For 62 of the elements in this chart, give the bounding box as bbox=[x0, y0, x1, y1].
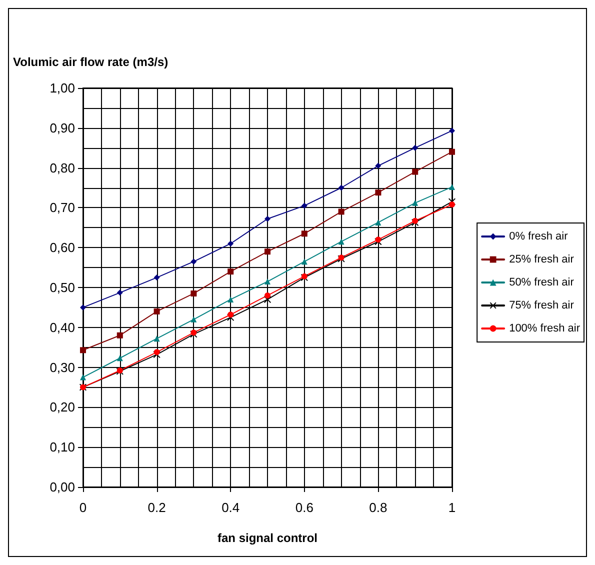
point bbox=[228, 296, 234, 302]
point bbox=[301, 202, 308, 209]
point bbox=[412, 168, 418, 175]
point bbox=[449, 184, 455, 190]
point bbox=[264, 216, 270, 222]
point bbox=[190, 316, 197, 322]
point bbox=[338, 238, 344, 245]
point bbox=[190, 258, 197, 265]
y-tick-label: 1,00 bbox=[50, 80, 75, 96]
point bbox=[412, 200, 418, 206]
point bbox=[228, 268, 234, 275]
x-tick-label: 1 bbox=[448, 500, 456, 515]
point bbox=[301, 258, 308, 265]
legend-label: 0% fresh air bbox=[509, 230, 568, 242]
point bbox=[154, 274, 160, 281]
y-tick-label: 0,60 bbox=[50, 240, 75, 256]
y-tick-label: 0,10 bbox=[50, 440, 75, 455]
legend-label: 25% fresh air bbox=[509, 254, 574, 266]
point bbox=[154, 349, 160, 356]
point bbox=[264, 278, 270, 285]
legend-label: 100% fresh air bbox=[509, 322, 580, 334]
point bbox=[154, 308, 160, 314]
point bbox=[449, 148, 455, 155]
point bbox=[338, 208, 344, 215]
point bbox=[338, 184, 344, 191]
y-tick-label: 0,00 bbox=[50, 480, 75, 494]
point bbox=[375, 190, 382, 196]
y-tick-label: 0,40 bbox=[50, 320, 75, 335]
point bbox=[228, 240, 234, 247]
y-tick-label: 0,50 bbox=[50, 280, 75, 295]
x-tick-label: 0.4 bbox=[222, 500, 240, 515]
x-axis-title: fan signal control bbox=[217, 531, 318, 545]
point bbox=[116, 290, 123, 296]
point bbox=[264, 248, 270, 255]
point bbox=[449, 128, 455, 134]
x-tick-label: 0.6 bbox=[295, 500, 314, 515]
y-tick-label: 0,90 bbox=[50, 120, 75, 136]
y-tick-label: 0,20 bbox=[50, 400, 75, 415]
x-tick-label: 0 bbox=[79, 500, 87, 515]
legend-label: 50% fresh air bbox=[509, 276, 574, 288]
point bbox=[228, 312, 234, 318]
point bbox=[375, 219, 382, 226]
point bbox=[264, 292, 270, 298]
y-tick-label: 0,80 bbox=[50, 160, 75, 176]
x-tick-label: 0.2 bbox=[148, 500, 166, 515]
point bbox=[375, 162, 382, 169]
point bbox=[116, 355, 123, 362]
y-axis-title: Volumic air flow rate (m3/s) bbox=[13, 55, 168, 69]
y-tick-label: 0,30 bbox=[50, 360, 75, 375]
x-tick-label: 0.8 bbox=[369, 500, 388, 515]
point bbox=[375, 236, 382, 243]
point bbox=[190, 290, 197, 296]
point bbox=[116, 332, 123, 338]
point bbox=[301, 230, 308, 237]
legend-label: 75% fresh air bbox=[509, 300, 574, 312]
point bbox=[154, 336, 160, 342]
point bbox=[80, 347, 86, 354]
point bbox=[80, 304, 86, 310]
y-tick-label: 0,70 bbox=[50, 200, 75, 216]
point bbox=[412, 144, 418, 151]
point bbox=[449, 202, 455, 208]
point bbox=[80, 374, 86, 380]
